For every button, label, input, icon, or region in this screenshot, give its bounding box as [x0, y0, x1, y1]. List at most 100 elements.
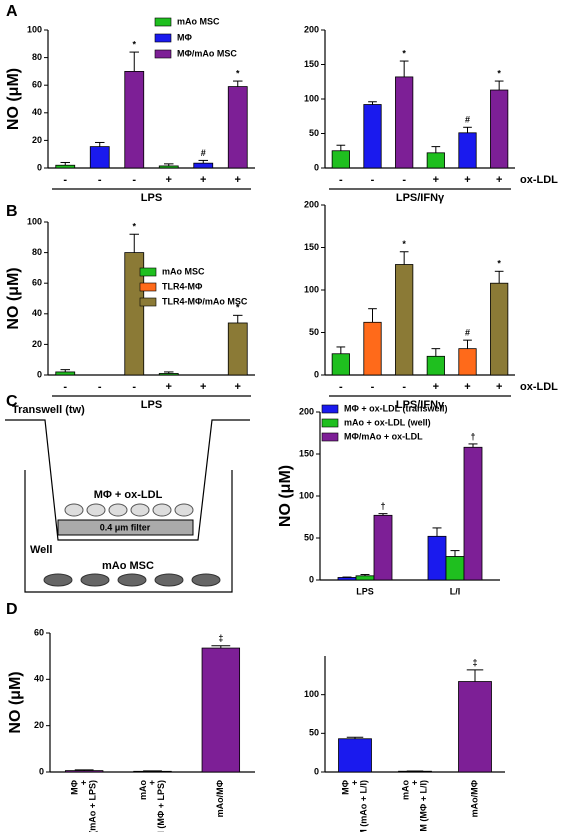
- bar: [193, 162, 214, 169]
- insert-outline: [5, 419, 250, 541]
- y-tick-label: 0: [314, 766, 319, 776]
- y-tick-label: 100: [304, 689, 319, 699]
- row-label: ox-LDL: [520, 174, 558, 186]
- x-tick-label: +: [166, 174, 172, 186]
- bar: [363, 104, 382, 169]
- legend-swatch: [139, 267, 157, 277]
- y-tick-label: 50: [304, 532, 314, 542]
- y-tick-label: 40: [32, 107, 42, 117]
- x-tick-label: -: [132, 174, 136, 186]
- filter-label: 0.4 μm filter: [100, 522, 151, 532]
- bar: [373, 514, 393, 581]
- x-tick-label: +: [147, 780, 157, 785]
- y-axis-label: NO (μM): [7, 671, 24, 733]
- significance-label: ‡: [218, 633, 223, 643]
- x-tick-label: CM (mAo + L/I): [358, 780, 368, 832]
- filter: [57, 519, 194, 536]
- x-tick-label: -: [98, 381, 102, 393]
- y-tick-label: 20: [32, 339, 42, 349]
- x-tick-label: +: [235, 381, 241, 393]
- legend-label: mAo MSC: [162, 266, 205, 276]
- y-tick-label: 150: [304, 242, 319, 252]
- x-tick-label: -: [402, 381, 406, 393]
- bar: [337, 577, 357, 581]
- cells-top: [64, 503, 194, 517]
- significance-label: *: [236, 68, 240, 78]
- legend-label: mAo MSC: [177, 16, 220, 26]
- legend-swatch: [139, 282, 157, 292]
- y-tick-label: 150: [299, 448, 314, 458]
- legend-swatch: [139, 297, 157, 307]
- legend-swatch: [154, 17, 172, 27]
- x-tick-label: +: [200, 174, 206, 186]
- x-tick-label: LPS: [356, 586, 374, 596]
- bar: [395, 76, 414, 169]
- significance-label: *: [402, 48, 406, 58]
- significance-label: #: [465, 115, 470, 125]
- bar: [445, 556, 465, 581]
- bar: [227, 86, 248, 169]
- x-tick-label: -: [63, 381, 67, 393]
- well-outline: [24, 470, 233, 593]
- bar: [395, 264, 414, 376]
- legend-label: TLR4-MΦ: [162, 281, 203, 291]
- y-tick-label: 100: [299, 490, 314, 500]
- panel-label: A: [6, 3, 18, 20]
- y-tick-label: 200: [299, 406, 314, 416]
- y-tick-label: 40: [34, 674, 44, 684]
- x-tick-label: +: [433, 381, 439, 393]
- y-tick-label: 60: [34, 627, 44, 637]
- x-tick-label: +: [464, 381, 470, 393]
- y-axis-label: NO (μM): [5, 267, 22, 329]
- significance-label: *: [497, 68, 501, 78]
- legend-label: TLR4-MΦ/mAo MSC: [162, 296, 248, 306]
- legend-swatch: [321, 432, 339, 442]
- x-tick-label: +: [200, 381, 206, 393]
- y-tick-label: 60: [32, 278, 42, 288]
- y-tick-label: 0: [314, 162, 319, 172]
- bar: [427, 535, 447, 581]
- y-tick-label: 20: [34, 720, 44, 730]
- x-tick-label: +: [409, 780, 419, 785]
- legend-swatch: [321, 418, 339, 428]
- x-tick-label: -: [402, 174, 406, 186]
- panel-label: B: [6, 203, 18, 220]
- significance-label: †: [380, 501, 385, 511]
- significance-label: #: [465, 328, 470, 338]
- bar: [331, 150, 350, 169]
- legend-swatch: [321, 404, 339, 414]
- legend-swatch: [154, 33, 172, 43]
- x-tick-label: -: [339, 381, 343, 393]
- row-label: ox-LDL: [520, 381, 558, 393]
- significance-label: *: [402, 239, 406, 249]
- bar: [124, 71, 145, 169]
- y-tick-label: 50: [309, 728, 319, 738]
- y-tick-label: 100: [304, 93, 319, 103]
- bar: [331, 353, 350, 376]
- bar: [363, 321, 382, 376]
- bar: [158, 165, 179, 169]
- x-tick-label: +: [433, 174, 439, 186]
- x-tick-label: MΦ: [340, 779, 350, 794]
- bar: [490, 89, 509, 169]
- group-label: LPS/IFNγ: [396, 399, 445, 411]
- legend-label: MΦ + ox-LDL (transwell): [344, 403, 447, 413]
- y-tick-label: 0: [39, 766, 44, 776]
- bar: [458, 681, 492, 773]
- x-tick-label: CM (MΦ + LPS): [156, 780, 166, 832]
- bar: [458, 132, 477, 169]
- well-label: Well: [30, 544, 52, 556]
- x-tick-label: -: [371, 381, 375, 393]
- x-tick-label: -: [132, 381, 136, 393]
- transwell-diagram: Transwell (tw) MΦ + ox-LDL 0.4 μm filter…: [5, 404, 250, 593]
- x-tick-label: MΦ: [70, 779, 80, 794]
- significance-label: *: [132, 39, 136, 49]
- x-tick-label: mAo: [400, 779, 410, 800]
- x-tick-label: +: [496, 174, 502, 186]
- x-tick-label: CM (MΦ + L/I): [418, 780, 428, 832]
- bar: [158, 373, 179, 376]
- bar: [55, 164, 76, 169]
- significance-label: †: [470, 431, 475, 441]
- y-tick-label: 200: [304, 199, 319, 209]
